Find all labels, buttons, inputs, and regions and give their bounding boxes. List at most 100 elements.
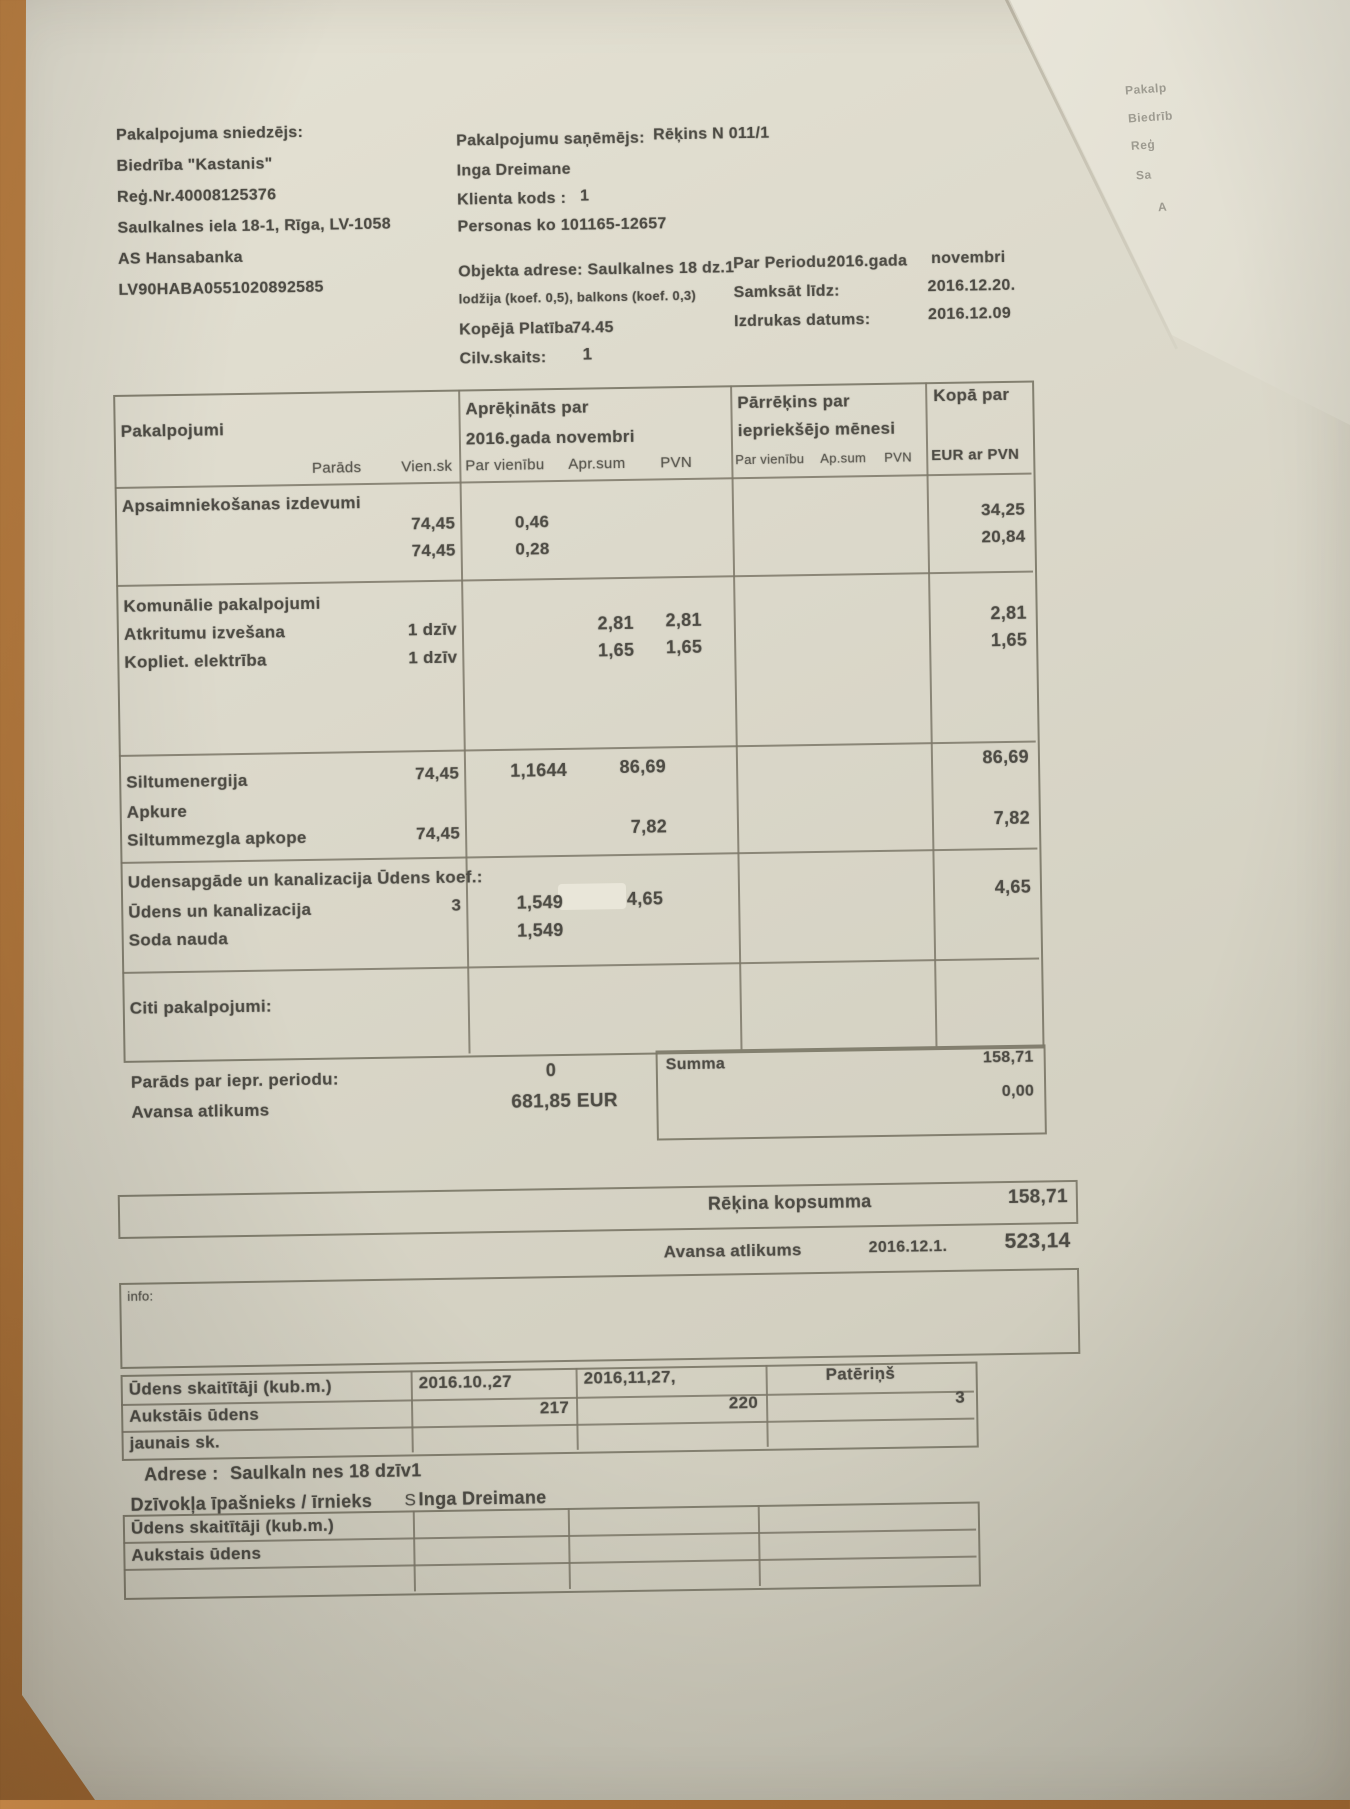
cell-unit: 2,81	[597, 612, 634, 634]
advance-summary-value: 523,14	[1004, 1229, 1071, 1254]
cell-total: 86,69	[982, 746, 1030, 768]
col-calc-header-2: 2016.gada novembri	[465, 426, 635, 449]
period-label: Par Periodu:	[733, 253, 833, 273]
invoice-total-label: Rēķina kopsumma	[707, 1191, 872, 1214]
cell-unit: 0,46	[514, 512, 550, 532]
cell-viensk: 74,45	[414, 763, 460, 784]
cell-service-name: Kopliet. elektrība	[124, 650, 267, 672]
client-code-value: 1	[579, 187, 590, 205]
due-value: 2016.12.20.	[927, 276, 1016, 296]
client-code-label: Klienta kods :	[457, 189, 567, 209]
summa-value-2: 0,00	[1001, 1082, 1035, 1101]
cell-unit: 1,65	[597, 639, 635, 661]
bottom-water-row-label: Ūdens skaitītāji (kub.m.)	[130, 1515, 335, 1538]
cell-service-name: Atkritumu izvešana	[123, 622, 286, 644]
cell-total: 34,25	[980, 499, 1026, 520]
object-koef-line: lodžija (koef. 0,5), balkons (koef. 0,3)	[458, 287, 697, 307]
cell-total: 4,65	[994, 876, 1032, 898]
recipient-name: Inga Dreimane	[456, 160, 571, 180]
subcol-recalc-sum: Ap.sum	[820, 450, 867, 466]
cell-total: 1,65	[990, 629, 1028, 651]
cell-sum: 4,65	[626, 888, 664, 909]
subcol-total: EUR ar PVN	[931, 445, 1020, 465]
bottom-water-row-label: Aukstais ūdens	[131, 1543, 262, 1565]
provider-reg: Reģ.Nr.40008125376	[116, 186, 277, 206]
provider-bank: AS Hansabanka	[117, 248, 243, 268]
cell-unit: 0,28	[515, 539, 550, 559]
subcol-pvn: PVN	[660, 453, 693, 472]
subcol-aprsum: Apr.sum	[568, 454, 626, 473]
cell-total: 2,81	[990, 602, 1027, 624]
section-title: Citi pakalpojumi:	[129, 996, 272, 1018]
summa-label: Summa	[665, 1055, 726, 1074]
cell-total: 20,84	[981, 526, 1026, 547]
provider-address: Saulkalnes iela 18-1, Rīga, LV-1058	[117, 215, 392, 237]
provider-label: Pakalpojuma sniedzējs:	[115, 123, 304, 144]
invoice-total-value: 158,71	[1007, 1186, 1069, 1209]
person-code: Personas ko 101165-12657	[457, 215, 667, 236]
cell-service-name: Soda nauda	[128, 929, 229, 950]
water-row-label: Aukstāis ūdens	[129, 1404, 260, 1426]
bottom-address-label: Adrese :	[143, 1463, 219, 1485]
cell-viensk: 74,45	[411, 513, 456, 534]
cell-unit: 1,549	[516, 919, 564, 941]
area-value: 74.45	[572, 319, 614, 337]
area-label: Kopējā Platība	[459, 319, 574, 339]
water-col-header: 2016.10.,27	[418, 1371, 512, 1393]
subcol-parads: Parāds	[311, 459, 362, 477]
background-sheet-text: A	[1157, 199, 1168, 215]
info-label: info:	[127, 1288, 154, 1304]
subcol-viensk: Vien.sk	[401, 457, 453, 476]
advance-summary-label: Avansa atlikums	[663, 1240, 802, 1262]
cell-viensk: 3	[451, 895, 462, 915]
water-col-header: Ūdens skaitītāji (kub.m.)	[128, 1376, 332, 1399]
cell-total: 7,82	[993, 807, 1031, 829]
advance-summary-date: 2016.12.1.	[868, 1237, 948, 1257]
due-label: Samksāt līdz:	[733, 282, 840, 302]
section-title: Apsaimniekošanas izdevumi	[121, 493, 362, 516]
people-label: Cilv.skaits:	[459, 349, 547, 368]
cell-sum: 7,82	[630, 816, 668, 837]
water-col-header: 2016,11,27,	[583, 1367, 676, 1388]
water-reading: 220	[728, 1392, 759, 1413]
col-recalc-header-2: iepriekšējo mēnesi	[737, 418, 896, 441]
advance-balance-label: Avansa atlikums	[131, 1100, 270, 1122]
background-sheet-text: Sa	[1135, 167, 1153, 183]
invoice-number: Rēķins N 011/1	[653, 124, 770, 144]
cell-sum: 2,81	[665, 609, 702, 631]
col-services-header: Pakalpojumi	[120, 420, 225, 441]
background-sheet-text: Reģ	[1130, 137, 1156, 153]
period-value: 2016.gada	[827, 252, 908, 271]
info-box	[119, 1267, 1081, 1369]
owner-prefix: S	[404, 1490, 417, 1510]
subcol-unit: Par vienību	[465, 456, 545, 475]
col-recalc-header-1: Pārrēķins par	[737, 391, 851, 413]
cell-service-name: Siltummezgla apkope	[127, 827, 307, 850]
cell-unit: 1,549	[516, 891, 564, 913]
water-row-label: jaunais sk.	[129, 1432, 220, 1453]
kopsumma-box	[117, 1179, 1079, 1240]
print-date-label: Izdrukas datums:	[733, 311, 871, 331]
owner-name: Inga Dreimane	[418, 1487, 547, 1510]
previous-debt-label: Parāds par iepr. periodu:	[130, 1069, 339, 1092]
cell-service-name: Apkure	[126, 801, 188, 822]
subcol-recalc-pvn: PVN	[884, 449, 912, 465]
section-title: Komunālie pakalpojumi	[123, 593, 321, 616]
cell-viensk: 74,45	[411, 540, 456, 561]
cell-sum: 1,65	[665, 636, 703, 658]
provider-iban: LV90HABA0551020892585	[118, 278, 324, 299]
background-sheet-text: Pakalp	[1124, 80, 1168, 98]
cell-sum: 86,69	[619, 756, 667, 778]
water-col-header: Patēriņš	[825, 1363, 896, 1384]
object-address: Objekta adrese: Saulkalnes 18 dz.1	[458, 259, 735, 281]
period-month: novembri	[930, 248, 1006, 268]
cell-viensk: 1 dzīv	[407, 619, 458, 640]
background-sheet-text: Biedrīb	[1127, 108, 1174, 126]
section-title: Siltumenergija	[126, 770, 248, 792]
subcol-recalc-unit: Par vienību	[735, 451, 805, 468]
water-reading: 217	[539, 1397, 570, 1418]
col-total-header: Kopā par	[933, 384, 1010, 406]
previous-debt-value: 0	[545, 1060, 557, 1081]
